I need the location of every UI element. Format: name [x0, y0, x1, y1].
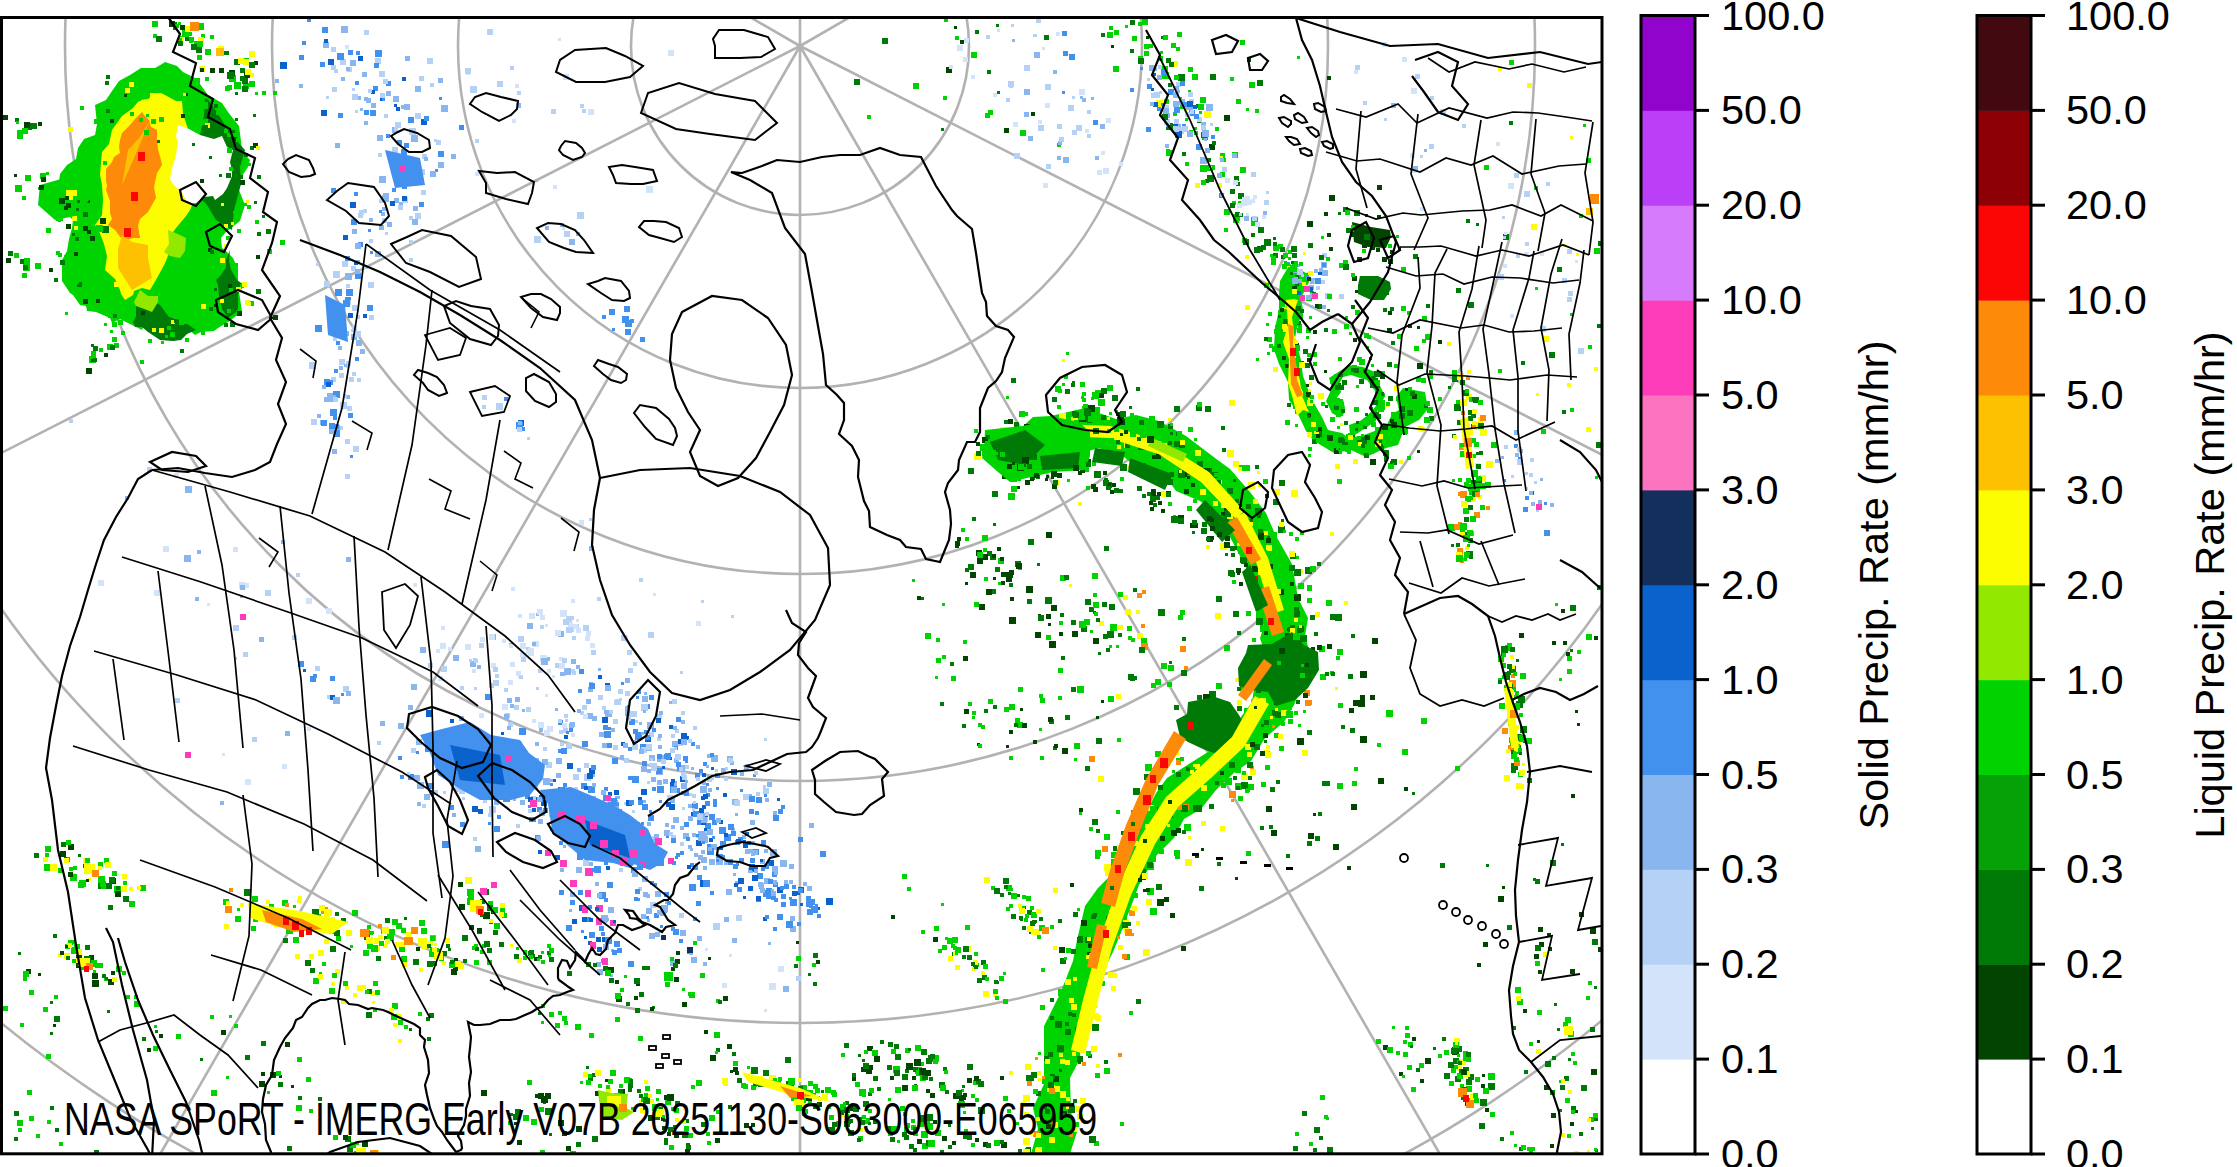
svg-text:2.0: 2.0	[2066, 561, 2124, 608]
svg-text:50.0: 50.0	[2066, 86, 2147, 133]
svg-text:0.0: 0.0	[1721, 1130, 1779, 1167]
svg-text:50.0: 50.0	[1721, 86, 1802, 133]
svg-text:0.1: 0.1	[2066, 1035, 2124, 1082]
svg-text:5.0: 5.0	[1721, 371, 1779, 418]
svg-text:0.0: 0.0	[2066, 1130, 2124, 1167]
svg-text:0.2: 0.2	[2066, 940, 2124, 987]
svg-text:100.0: 100.0	[2066, 0, 2170, 39]
svg-text:0.2: 0.2	[1721, 940, 1779, 987]
svg-text:3.0: 3.0	[2066, 466, 2124, 513]
svg-text:20.0: 20.0	[1721, 181, 1802, 228]
svg-text:Liquid Precip. Rate (mm/hr): Liquid Precip. Rate (mm/hr)	[2186, 331, 2233, 838]
svg-text:NASA SPoRT - IMERG Early V07B: NASA SPoRT - IMERG Early V07B 20251130-S…	[64, 1092, 1097, 1145]
svg-text:0.5: 0.5	[1721, 751, 1779, 798]
svg-text:100.0: 100.0	[1721, 0, 1825, 39]
svg-text:0.3: 0.3	[2066, 845, 2124, 892]
svg-text:0.5: 0.5	[2066, 751, 2124, 798]
svg-text:10.0: 10.0	[2066, 276, 2147, 323]
svg-text:Solid Precip. Rate (mm/hr): Solid Precip. Rate (mm/hr)	[1850, 341, 1897, 830]
svg-text:0.3: 0.3	[1721, 845, 1779, 892]
svg-text:1.0: 1.0	[2066, 656, 2124, 703]
svg-text:2.0: 2.0	[1721, 561, 1779, 608]
svg-text:3.0: 3.0	[1721, 466, 1779, 513]
svg-text:1.0: 1.0	[1721, 656, 1779, 703]
svg-text:0.1: 0.1	[1721, 1035, 1779, 1082]
svg-text:10.0: 10.0	[1721, 276, 1802, 323]
svg-text:5.0: 5.0	[2066, 371, 2124, 418]
svg-text:20.0: 20.0	[2066, 181, 2147, 228]
